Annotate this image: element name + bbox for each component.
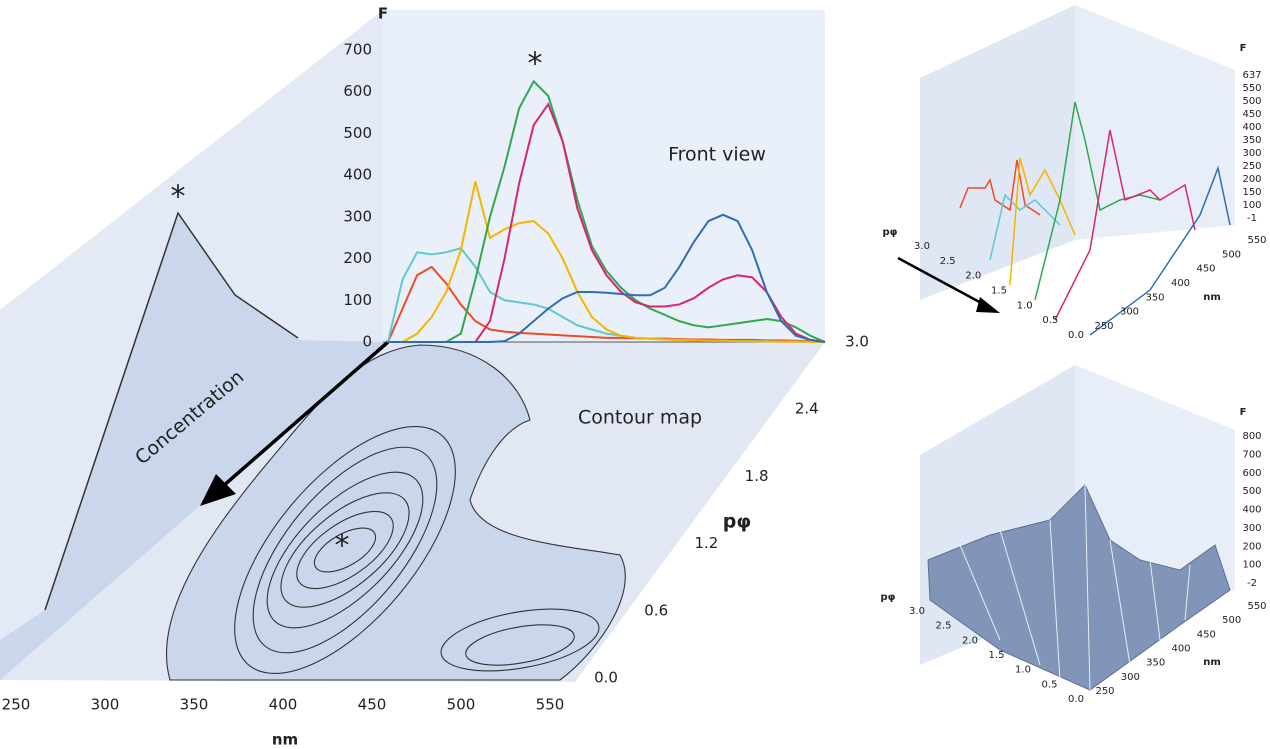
peak-marker: * (528, 47, 543, 82)
inset-bottom-y-tick: 0.0 (1068, 694, 1084, 705)
inset-top-z-tick: 500 (1242, 96, 1261, 107)
concentration-line (44, 211, 299, 611)
inset-top-y-tick: 0.5 (1042, 315, 1058, 326)
inset-top-x-tick: 350 (1145, 292, 1164, 303)
peak-marker: * (335, 529, 350, 564)
floor-x-tick: 300 (91, 696, 120, 714)
inset-bottom-y-tick: 1.5 (989, 650, 1005, 661)
floor-y-tick: 0.0 (594, 669, 618, 687)
inset-bottom-z-tick: -2 (1247, 578, 1257, 589)
y-tick-label: 600 (343, 82, 372, 100)
floor-x-label: nm (272, 731, 298, 749)
y-tick-label: 400 (343, 166, 372, 184)
inset-bottom-y-tick: 1.0 (1015, 665, 1031, 676)
y-tick-label: 200 (343, 249, 372, 267)
inset-top (897, 5, 1235, 336)
back-wall (383, 10, 825, 342)
inset-top-y-tick: 2.0 (965, 271, 981, 282)
inset-top-x-label: nm (1203, 292, 1221, 303)
floor-y-tick: 1.8 (745, 467, 769, 485)
floor-x-tick: 450 (358, 696, 387, 714)
front-view-label: Front view (668, 144, 766, 166)
inset-bottom-y-tick: 0.5 (1042, 679, 1058, 690)
contour-map (165, 344, 626, 681)
y-axis-label: F (378, 5, 388, 23)
y-tick-label: 500 (343, 124, 372, 142)
inset-bottom-z-tick: 300 (1242, 523, 1261, 534)
series-line (388, 181, 825, 343)
floor-x-tick: 500 (447, 696, 476, 714)
y-tick-label: 0 (362, 333, 372, 351)
inset-top-z-tick: -1 (1247, 213, 1257, 224)
floor-y-tick: 2.4 (795, 400, 819, 418)
inset-top-z-tick: 100 (1242, 200, 1261, 211)
inset-bottom-x-tick: 300 (1121, 672, 1140, 683)
inset-top-z-tick: 350 (1242, 135, 1261, 146)
inset-bottom-z-tick: 800 (1242, 431, 1261, 442)
inset-top-z-tick: 150 (1242, 187, 1261, 198)
inset-bottom-z-tick: 700 (1242, 449, 1261, 460)
series-line (388, 79, 826, 343)
inset-top-z-tick: 450 (1242, 109, 1261, 120)
concentration-area (0, 213, 388, 680)
series-line (387, 265, 826, 343)
inset-bottom-z-tick: 600 (1242, 468, 1261, 479)
inset-bottom-z-tick: 100 (1242, 560, 1261, 571)
inset-top-z-tick: 400 (1242, 122, 1261, 133)
inset-top-x-tick: 550 (1247, 235, 1266, 246)
inset-bottom-x-tick: 350 (1146, 658, 1165, 669)
floor-y-label: pφ (723, 511, 751, 533)
inset-bottom-x-tick: 250 (1095, 686, 1114, 697)
inset-top-y-tick: 3.0 (914, 241, 930, 252)
floor-x-tick: 550 (536, 696, 565, 714)
floor-x-tick: 400 (269, 696, 298, 714)
inset-bottom-y-tick: 2.5 (936, 621, 952, 632)
inset-top-z-tick: 300 (1242, 148, 1261, 159)
floor-y-tick: 0.6 (644, 601, 668, 619)
inset-top-z-tick: 550 (1242, 83, 1261, 94)
y-tick-label: 100 (343, 291, 372, 309)
peak-marker: * (171, 180, 186, 215)
inset-bottom-x-label: nm (1203, 657, 1221, 668)
inset-top-y-label: pφ (883, 227, 898, 238)
inset-top-y-tick: 2.5 (940, 256, 956, 267)
series-line (388, 213, 826, 343)
inset-bottom-x-tick: 400 (1171, 644, 1190, 655)
inset-bottom-y-tick: 3.0 (909, 606, 925, 617)
contour-label: Contour map (578, 407, 702, 429)
inset-bottom-y-tick: 2.0 (962, 635, 978, 646)
inset-top-z-label: F (1240, 43, 1247, 54)
floor-y-tick: 1.2 (694, 534, 718, 552)
inset-top-x-tick: 400 (1171, 278, 1190, 289)
y-tick-label: 300 (343, 207, 372, 225)
inset-top-z-tick: 200 (1242, 174, 1261, 185)
inset-bottom (920, 365, 1235, 691)
inset-bottom-y-label: pφ (881, 592, 896, 603)
inset-top-y-tick: 1.0 (1017, 300, 1033, 311)
inset-bottom-x-tick: 450 (1197, 629, 1216, 640)
concentration-arrow (220, 340, 390, 489)
inset-top-x-tick: 500 (1222, 249, 1241, 260)
floor-x-tick: 350 (180, 696, 209, 714)
floor-x-tick: 250 (2, 696, 31, 714)
inset-top-x-tick: 250 (1094, 321, 1113, 332)
inset-top-z-tick: 637 (1242, 70, 1261, 81)
inset-top-y-tick: 0.0 (1068, 330, 1084, 341)
inset-bottom-x-tick: 550 (1247, 601, 1266, 612)
inset-bottom-z-tick: 200 (1242, 541, 1261, 552)
inset-bottom-x-tick: 500 (1222, 615, 1241, 626)
inset-bottom-z-tick: 400 (1242, 505, 1261, 516)
inset-top-x-tick: 300 (1120, 307, 1139, 318)
inset-top-y-tick: 1.5 (991, 286, 1007, 297)
floor-y-tick: 3.0 (845, 333, 869, 351)
inset-top-x-tick: 450 (1196, 264, 1215, 275)
y-tick-label: 700 (343, 41, 372, 59)
inset-top-z-tick: 250 (1242, 161, 1261, 172)
arrow-head (200, 474, 236, 506)
inset-bottom-z-label: F (1240, 407, 1247, 418)
inset-bottom-z-tick: 500 (1242, 486, 1261, 497)
